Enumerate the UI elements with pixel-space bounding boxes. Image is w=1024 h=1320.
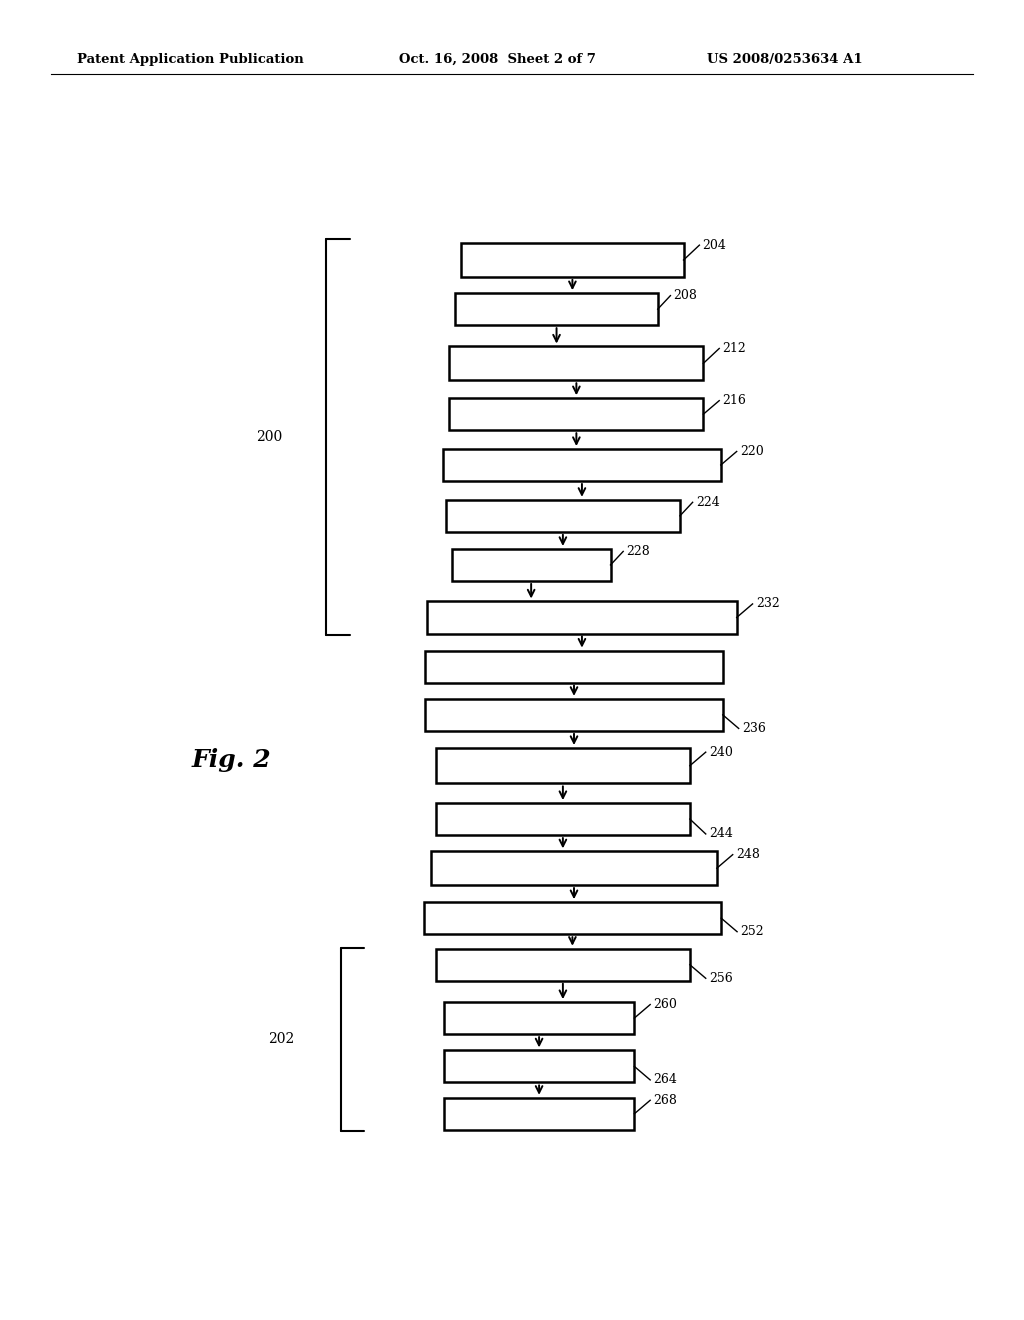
Bar	[436, 748, 690, 784]
Text: 202: 202	[268, 1032, 295, 1047]
Text: 252: 252	[740, 925, 764, 939]
Bar	[443, 1098, 634, 1130]
Text: Oct. 16, 2008  Sheet 2 of 7: Oct. 16, 2008 Sheet 2 of 7	[399, 53, 596, 66]
Text: 200: 200	[256, 430, 283, 444]
Text: 228: 228	[627, 545, 650, 558]
Text: 204: 204	[702, 239, 726, 252]
Text: 212: 212	[722, 342, 746, 355]
Text: US 2008/0253634 A1: US 2008/0253634 A1	[707, 53, 862, 66]
Text: 224: 224	[696, 496, 720, 508]
Bar	[443, 1051, 634, 1082]
Text: 264: 264	[653, 1073, 677, 1086]
Text: 240: 240	[709, 746, 733, 759]
Bar	[436, 803, 690, 836]
Bar	[424, 902, 721, 935]
Text: 244: 244	[709, 828, 733, 841]
Text: 216: 216	[722, 395, 746, 407]
Bar	[456, 293, 657, 325]
Bar	[436, 949, 690, 981]
Text: 256: 256	[709, 972, 732, 985]
Bar	[443, 1002, 634, 1034]
Bar	[425, 698, 723, 731]
Text: Fig. 2: Fig. 2	[191, 747, 271, 772]
Text: 220: 220	[740, 445, 764, 458]
Bar	[462, 243, 684, 277]
Text: 208: 208	[674, 289, 697, 302]
Bar	[450, 346, 703, 380]
Text: 260: 260	[653, 998, 677, 1011]
Bar	[452, 549, 610, 581]
Bar	[431, 851, 717, 886]
Text: Patent Application Publication: Patent Application Publication	[77, 53, 303, 66]
Bar	[443, 449, 721, 480]
Bar	[450, 399, 703, 430]
Text: 232: 232	[756, 598, 779, 610]
Text: 236: 236	[741, 722, 766, 735]
Text: 268: 268	[653, 1094, 677, 1106]
Bar	[425, 651, 723, 682]
Bar	[445, 500, 680, 532]
Text: 248: 248	[736, 849, 760, 861]
Bar	[427, 602, 736, 634]
